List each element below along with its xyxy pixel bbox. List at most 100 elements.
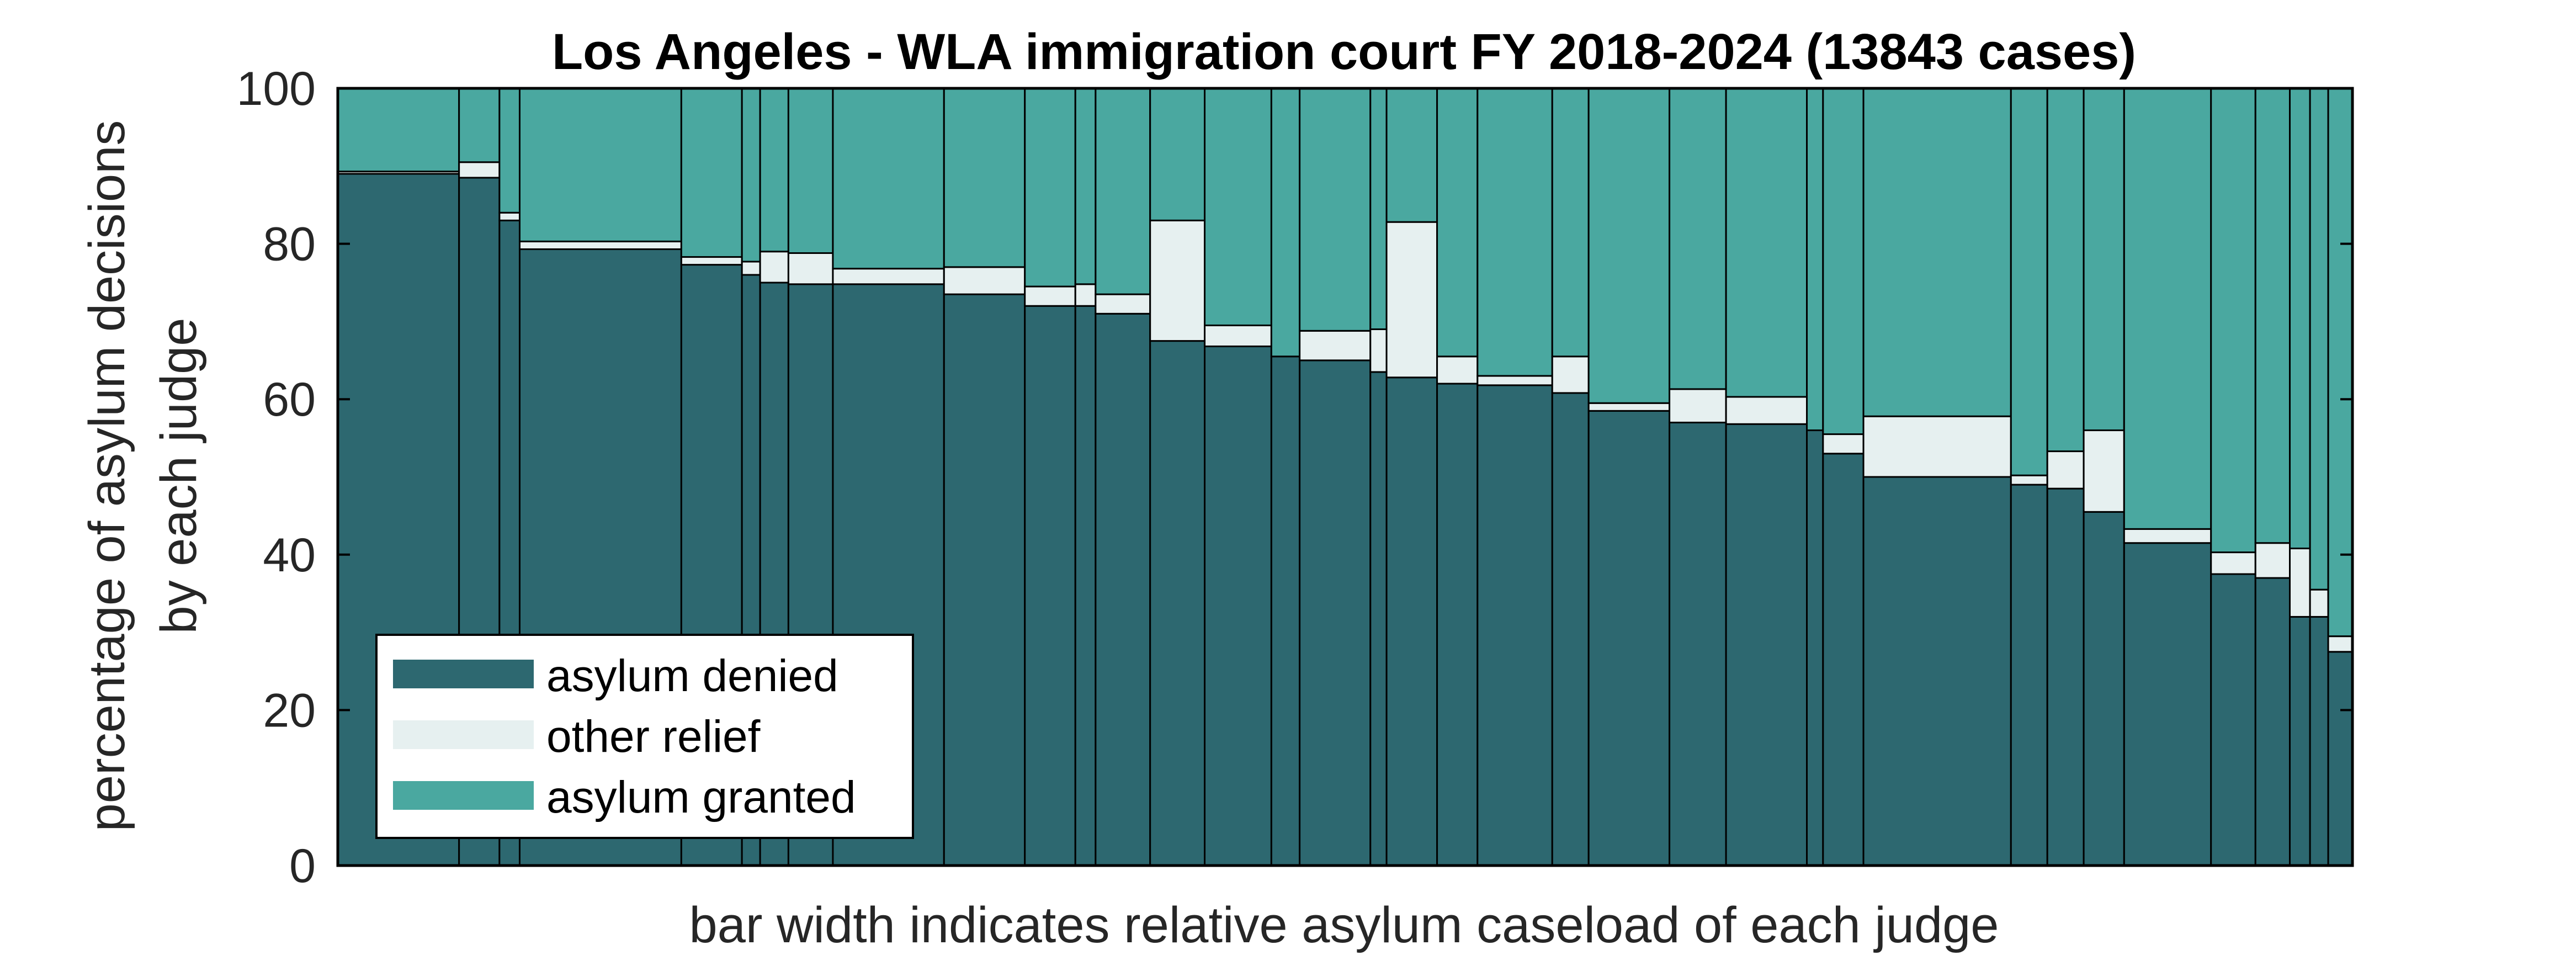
bar-judge-23-granted bbox=[1587, 87, 1671, 404]
bar-judge-18-granted bbox=[1369, 87, 1388, 330]
bar-judge-27-granted bbox=[1822, 87, 1865, 436]
bar-judge-14-denied bbox=[1149, 340, 1206, 867]
bar-judge-24-granted bbox=[1669, 87, 1727, 390]
bar-judge-35-other bbox=[2289, 548, 2311, 618]
bar-judge-3-other bbox=[498, 211, 520, 221]
bar-judge-31-granted bbox=[2083, 87, 2125, 432]
bar-judge-34-granted bbox=[2254, 87, 2291, 544]
bar-judge-27-denied bbox=[1822, 453, 1865, 867]
bar-judge-23-other bbox=[1587, 402, 1671, 412]
bar-judge-32-granted bbox=[2123, 87, 2212, 530]
y-tick-label-100: 100 bbox=[237, 62, 316, 115]
y-tick-label-20: 20 bbox=[263, 684, 316, 737]
legend-label-granted: asylum granted bbox=[546, 772, 856, 822]
bar-judge-25-granted bbox=[1725, 87, 1808, 398]
y-axis-label-line-2: by each judge bbox=[151, 318, 207, 634]
bar-judge-13-granted bbox=[1095, 87, 1151, 295]
bar-judge-32-other bbox=[2123, 528, 2212, 544]
bar-judge-25-denied bbox=[1725, 423, 1808, 867]
bar-judge-22-granted bbox=[1551, 87, 1590, 358]
bar-judge-7-granted bbox=[759, 87, 789, 253]
bar-judge-35-granted bbox=[2289, 87, 2311, 550]
bar-judge-17-denied bbox=[1299, 359, 1372, 867]
legend-swatch-denied bbox=[393, 660, 534, 688]
bar-judge-36-other bbox=[2309, 588, 2329, 618]
bar-judge-28-granted bbox=[1862, 87, 2012, 417]
bar-judge-5-granted bbox=[680, 87, 743, 258]
bar-judge-25-other bbox=[1725, 396, 1808, 425]
y-tick-label-60: 60 bbox=[263, 373, 316, 426]
bar-judge-7-other bbox=[759, 251, 789, 284]
x-axis-label: bar width indicates relative asylum case… bbox=[689, 897, 1999, 953]
bar-judge-19-granted bbox=[1385, 87, 1438, 223]
bar-judge-12-other bbox=[1074, 283, 1097, 307]
bar-judge-14-other bbox=[1149, 219, 1206, 342]
bar-judge-29-granted bbox=[2010, 87, 2048, 476]
bar-judge-11-granted bbox=[1024, 87, 1076, 288]
bar-judge-13-other bbox=[1095, 293, 1151, 315]
bar-judge-30-granted bbox=[2046, 87, 2085, 453]
y-axis-label: percentage of asylum decisions by each j… bbox=[79, 120, 207, 832]
bar-judge-13-denied bbox=[1095, 312, 1151, 867]
bar-judge-8-granted bbox=[787, 87, 834, 254]
bar-judge-21-granted bbox=[1476, 87, 1553, 377]
bar-judge-33-other bbox=[2210, 551, 2256, 575]
bar-judge-6-granted bbox=[741, 87, 761, 263]
bar-judge-20-denied bbox=[1436, 383, 1479, 867]
bar-judge-11-other bbox=[1024, 285, 1076, 307]
bar-judge-22-other bbox=[1551, 355, 1590, 394]
bar-judge-10-granted bbox=[943, 87, 1026, 268]
legend: asylum denied other relief asylum grante… bbox=[375, 634, 914, 839]
bar-judge-17-other bbox=[1299, 330, 1372, 362]
chart-title: Los Angeles - WLA immigration court FY 2… bbox=[552, 24, 2136, 80]
bar-judge-28-denied bbox=[1862, 476, 2012, 867]
bar-judge-18-other bbox=[1369, 328, 1388, 373]
y-tick-label-0: 0 bbox=[289, 840, 316, 893]
bar-judge-36-denied bbox=[2309, 615, 2329, 867]
bar-judge-6-other bbox=[741, 261, 761, 276]
plot-frame bbox=[336, 87, 2354, 867]
bar-judge-19-denied bbox=[1385, 376, 1438, 867]
y-axis-ticks: 0 20 40 60 80 100 bbox=[237, 62, 2352, 893]
bar-judge-2-granted bbox=[458, 87, 501, 163]
bar-judge-14-granted bbox=[1149, 87, 1206, 221]
y-tick-label-80: 80 bbox=[263, 218, 316, 271]
bar-judge-30-other bbox=[2046, 450, 2085, 490]
bar-judge-3-granted bbox=[498, 87, 520, 214]
bar-judge-11-denied bbox=[1024, 305, 1076, 867]
bar-judge-37-other bbox=[2327, 635, 2354, 653]
bar-judge-26-denied bbox=[1806, 429, 1824, 867]
bar-judge-15-other bbox=[1204, 324, 1272, 347]
bar-judge-4-granted bbox=[518, 87, 682, 242]
bar-judge-33-granted bbox=[2210, 87, 2256, 554]
legend-label-other: other relief bbox=[546, 712, 761, 762]
bar-judge-12-denied bbox=[1074, 305, 1097, 867]
bar-judge-16-granted bbox=[1270, 87, 1301, 358]
bar-judge-31-other bbox=[2083, 429, 2125, 513]
bar-judge-18-denied bbox=[1369, 371, 1388, 867]
bar-judge-28-other bbox=[1862, 415, 2012, 478]
bar-judge-31-denied bbox=[2083, 511, 2125, 867]
bar-judge-12-granted bbox=[1074, 87, 1097, 285]
y-tick-label-40: 40 bbox=[263, 529, 316, 582]
bar-judge-23-denied bbox=[1587, 410, 1671, 867]
bar-judge-10-other bbox=[943, 266, 1026, 295]
bar-judge-15-granted bbox=[1204, 87, 1272, 326]
legend-label-denied: asylum denied bbox=[546, 651, 838, 701]
bar-judge-10-denied bbox=[943, 293, 1026, 867]
bar-judge-8-other bbox=[787, 252, 834, 285]
bar-judge-20-other bbox=[1436, 355, 1479, 385]
bar-judge-29-denied bbox=[2010, 484, 2048, 867]
bar-judge-27-other bbox=[1822, 433, 1865, 455]
bar-judge-20-granted bbox=[1436, 87, 1479, 358]
bar-judge-15-denied bbox=[1204, 345, 1272, 867]
bar-judge-21-other bbox=[1476, 375, 1553, 386]
bar-judge-24-other bbox=[1669, 388, 1727, 423]
bar-judge-33-denied bbox=[2210, 573, 2256, 867]
bar-judge-26-granted bbox=[1806, 87, 1824, 432]
bar-judge-32-denied bbox=[2123, 542, 2212, 867]
bar-judge-36-granted bbox=[2309, 87, 2329, 591]
bar-judge-35-denied bbox=[2289, 615, 2311, 867]
bar-judge-29-other bbox=[2010, 474, 2048, 486]
